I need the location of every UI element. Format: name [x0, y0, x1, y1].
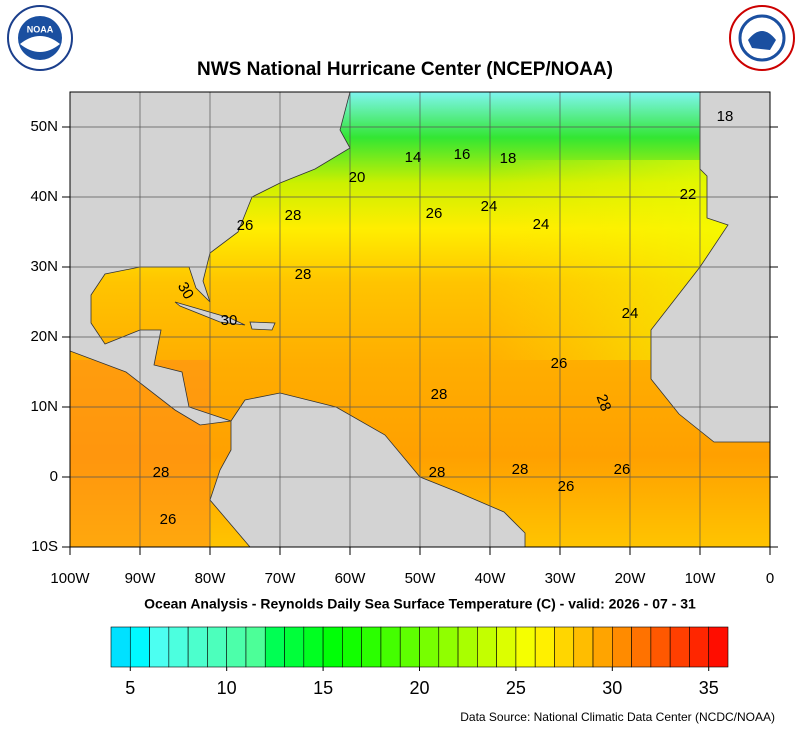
noaa-logo: NOAA	[7, 5, 73, 71]
x-tick-label: 100W	[50, 570, 90, 587]
hispaniola	[249, 321, 276, 331]
contour-label: 22	[680, 186, 697, 203]
contour-label: 30	[174, 279, 197, 302]
source: Data Source: National Climatic Data Cent…	[460, 710, 775, 724]
x-tick-label: 80W	[195, 570, 227, 587]
x-tick-label: 70W	[265, 570, 297, 587]
colorbar-label: 15	[313, 678, 333, 698]
contour-label: 26	[558, 478, 575, 495]
color-box	[631, 626, 652, 668]
contour-label: 16	[454, 146, 471, 163]
color-box	[342, 626, 362, 668]
color-box	[592, 626, 613, 668]
colorbar-label: 20	[409, 678, 429, 698]
color-box	[245, 626, 266, 668]
contour-label: 28	[429, 464, 446, 481]
colorbar-label: 25	[506, 678, 526, 698]
color-box	[612, 626, 632, 668]
contour-label: 18	[717, 108, 734, 125]
color-box	[361, 626, 382, 668]
contour-label: 28	[285, 207, 302, 224]
contour-label: 26	[426, 205, 443, 222]
x-tick-label: 20W	[615, 570, 647, 587]
color-box	[708, 626, 729, 668]
color-box	[226, 626, 247, 668]
title: NWS National Hurricane Center (NCEP/NOAA…	[197, 59, 613, 80]
color-box	[573, 626, 594, 668]
contour-label: 26	[237, 217, 254, 234]
color-box	[380, 626, 401, 668]
color-box	[303, 626, 324, 668]
color-box	[284, 626, 305, 668]
color-box	[399, 626, 420, 668]
color-box	[264, 626, 285, 668]
color-box	[457, 626, 478, 668]
color-box	[419, 626, 440, 668]
y-tick-label: 50N	[30, 118, 58, 135]
color-box	[187, 626, 208, 668]
y-tick-label: 30N	[30, 258, 58, 275]
map-frame	[69, 91, 771, 548]
y-tick-label: 20N	[30, 328, 58, 345]
contour-label: 24	[481, 198, 498, 215]
contour-label: 26	[160, 511, 177, 528]
contour-label: 26	[551, 355, 568, 372]
color-box	[669, 626, 690, 668]
x-tick-label: 90W	[125, 570, 157, 587]
y-tick-label: 0	[50, 468, 58, 485]
color-box	[438, 626, 459, 668]
color-box	[149, 626, 170, 668]
contour-label: 24	[622, 305, 639, 322]
colorbar-label: 5	[125, 678, 135, 698]
color-box	[515, 626, 536, 668]
logo-text: NOAA	[27, 24, 54, 34]
color-box	[554, 626, 575, 668]
color-box	[477, 626, 497, 668]
nws-logo	[729, 5, 795, 71]
color-box	[534, 626, 555, 668]
y-tick-label: 10S	[31, 538, 58, 555]
color-box	[496, 626, 517, 668]
x-tick-label: 10W	[685, 570, 717, 587]
contour-label: 28	[153, 464, 170, 481]
color-box	[207, 626, 227, 668]
color-box	[168, 626, 189, 668]
color-box	[689, 626, 710, 668]
contour-labels: 18 14 16 18 20 22 26 24 24 28 26 28 30 3…	[153, 108, 734, 528]
contour-label: 28	[593, 392, 615, 413]
contour-label: 20	[349, 169, 366, 186]
contour-label: 24	[533, 216, 550, 233]
contour-label: 28	[295, 266, 312, 283]
y-tick-label: 40N	[30, 188, 58, 205]
contour-label: 28	[431, 386, 448, 403]
x-tick-label: 0	[766, 570, 774, 587]
colorbar-label: 10	[217, 678, 237, 698]
colorbar-label: 35	[699, 678, 719, 698]
contour-label: 14	[405, 149, 422, 166]
contour-label: 28	[512, 461, 529, 478]
x-tick-label: 60W	[335, 570, 367, 587]
x-tick-label: 30W	[545, 570, 577, 587]
x-tick-label: 40W	[475, 570, 507, 587]
colorbar: 5 10 15 20 25 30 35	[110, 626, 729, 698]
color-box	[110, 626, 131, 668]
contour-label: 30	[221, 312, 238, 329]
color-box	[129, 626, 150, 668]
x-tick-label: 50W	[405, 570, 437, 587]
color-box	[650, 626, 671, 668]
contour-label: 18	[500, 150, 517, 167]
color-box	[322, 626, 343, 668]
land-south-america	[209, 392, 526, 547]
y-tick-label: 10N	[30, 398, 58, 415]
subtitle: Ocean Analysis - Reynolds Daily Sea Surf…	[144, 596, 696, 612]
grid: 100W 90W 80W 70W 60W 50W 40W 30W 20W 10W 0 10S 0 10N 2…	[30, 92, 778, 587]
contour-label: 26	[614, 461, 631, 478]
colorbar-label: 30	[602, 678, 622, 698]
